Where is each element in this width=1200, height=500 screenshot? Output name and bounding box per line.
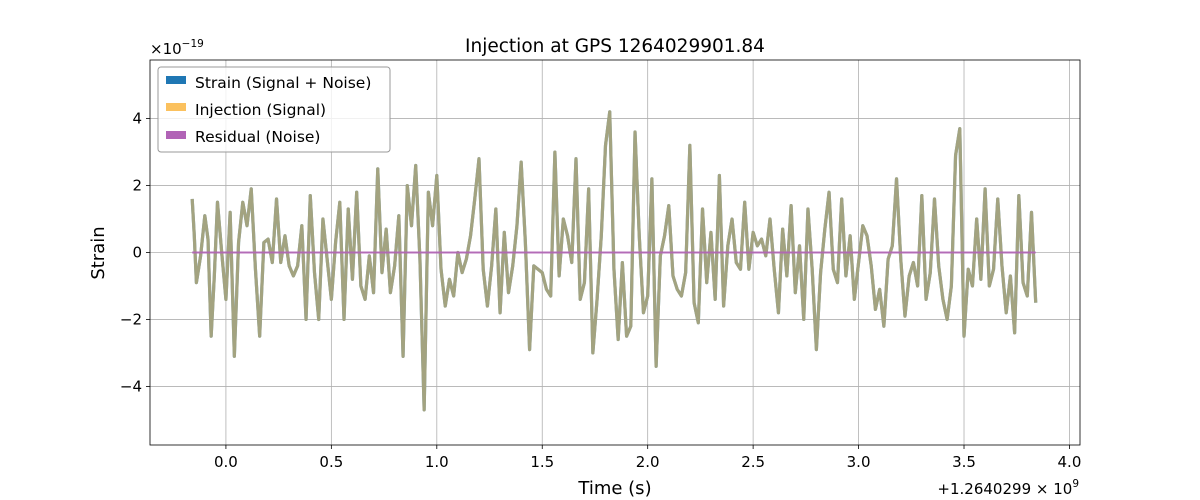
injection-line (190, 110, 1038, 412)
y-tick-label: −4 (120, 377, 142, 395)
legend-label-injection: Injection (Signal) (195, 101, 326, 119)
series-lines (190, 110, 1038, 412)
legend: Strain (Signal + Noise) Injection (Signa… (157, 66, 391, 153)
x-offset-prefix: +1.2640299 × 10 (937, 480, 1072, 498)
x-axis-label: Time (s) (577, 478, 651, 499)
x-tick-label: 3.0 (847, 453, 871, 471)
y-tick-label: 2 (132, 177, 142, 195)
y-scale-exponent: −19 (182, 38, 204, 50)
x-tick-label: 2.0 (636, 453, 660, 471)
legend-swatch-residual (166, 131, 186, 139)
x-tick-label: 0.0 (214, 453, 238, 471)
y-tick-label: 4 (132, 110, 142, 128)
x-tick-label: 3.5 (952, 453, 976, 471)
chart-title: Injection at GPS 1264029901.84 (465, 36, 765, 57)
legend-swatch-injection (166, 103, 186, 111)
x-tick-label: 1.5 (530, 453, 554, 471)
x-tick-label: 4.0 (1058, 453, 1082, 471)
legend-swatch-strain (166, 76, 186, 84)
x-tick-label: 2.5 (741, 453, 765, 471)
x-tick-label: 0.5 (319, 453, 343, 471)
legend-label-strain: Strain (Signal + Noise) (195, 74, 371, 92)
x-offset-label: +1.2640299 × 109 (937, 478, 1079, 498)
x-tick-label: 1.0 (425, 453, 449, 471)
y-scale-factor: ×10−19 (150, 38, 204, 58)
legend-label-residual: Residual (Noise) (195, 128, 320, 146)
y-scale-prefix: ×10 (150, 40, 182, 58)
ticks: 0.0 0.5 1.0 1.5 2.0 2.5 3.0 3.5 4.0 −4 −2 0 2 4 (120, 110, 1082, 471)
y-tick-label: −2 (120, 310, 142, 328)
y-axis-label: Strain (88, 226, 109, 279)
x-offset-exponent: 9 (1072, 478, 1079, 490)
y-tick-label: 0 (132, 244, 142, 262)
legend-box (157, 66, 391, 153)
